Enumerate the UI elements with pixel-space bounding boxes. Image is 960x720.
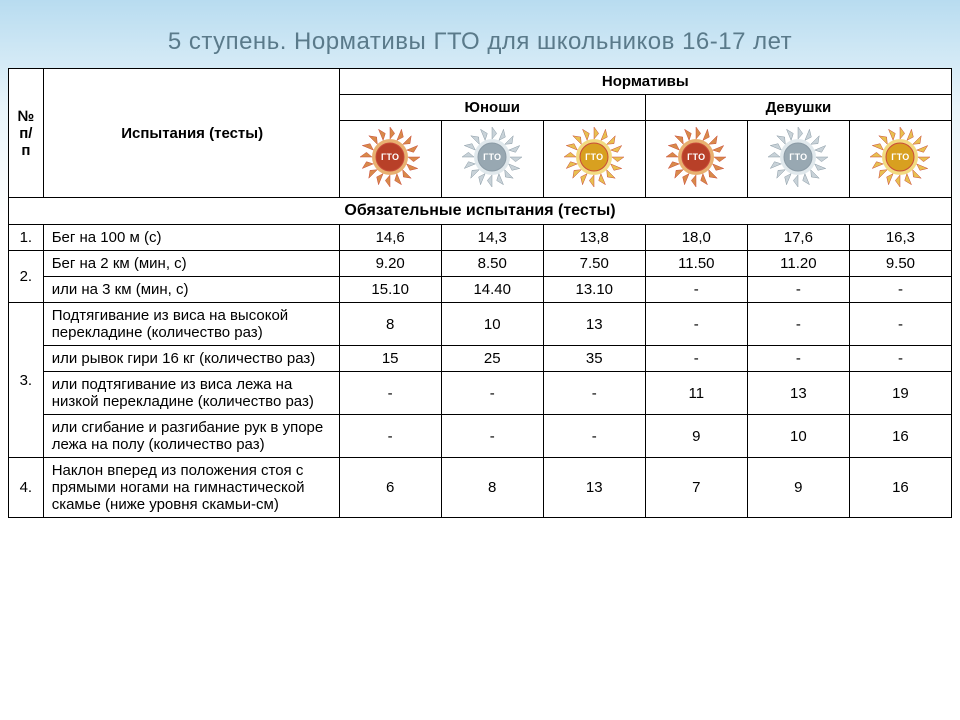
- row-test: Бег на 2 км (мин, с): [43, 251, 339, 277]
- row-test: или сгибание и разгибание рук в упоре ле…: [43, 415, 339, 458]
- val-boys-gold: 13: [543, 303, 645, 346]
- standards-table: № п/п Испытания (тесты) Нормативы Юноши …: [8, 68, 952, 518]
- row-test: или рывок гири 16 кг (количество раз): [43, 346, 339, 372]
- badge-label: ГТО: [687, 152, 705, 162]
- val-boys-silver: 10: [441, 303, 543, 346]
- val-boys-gold: -: [543, 372, 645, 415]
- header-num: № п/п: [9, 69, 44, 198]
- val-girls-silver: -: [747, 277, 849, 303]
- val-girls-gold: 16,3: [849, 225, 951, 251]
- val-boys-gold: 13.10: [543, 277, 645, 303]
- val-girls-silver: 10: [747, 415, 849, 458]
- val-girls-bronze: 11: [645, 372, 747, 415]
- val-girls-gold: -: [849, 303, 951, 346]
- header-norms: Нормативы: [339, 69, 951, 95]
- val-boys-silver: 8.50: [441, 251, 543, 277]
- row-num: 2.: [9, 251, 44, 303]
- table-row: 3.Подтягивание из виса на высокой перекл…: [9, 303, 952, 346]
- badge-girls-bronze: ГТО: [645, 121, 747, 198]
- header-girls: Девушки: [645, 95, 951, 121]
- table-row: или подтягивание из виса лежа на низкой …: [9, 372, 952, 415]
- val-girls-bronze: -: [645, 277, 747, 303]
- header-tests: Испытания (тесты): [43, 69, 339, 198]
- val-girls-bronze: 11.50: [645, 251, 747, 277]
- val-girls-gold: -: [849, 346, 951, 372]
- table-row: или на 3 км (мин, с)15.1014.4013.10---: [9, 277, 952, 303]
- val-boys-silver: 8: [441, 458, 543, 518]
- val-girls-silver: 11.20: [747, 251, 849, 277]
- section-header-row: Обязательные испытания (тесты): [9, 198, 952, 225]
- val-boys-bronze: 6: [339, 458, 441, 518]
- val-girls-bronze: -: [645, 346, 747, 372]
- badge-label: ГТО: [381, 152, 399, 162]
- row-num: 1.: [9, 225, 44, 251]
- badge-girls-gold: ГТО: [849, 121, 951, 198]
- table-row: 4.Наклон вперед из положения стоя с прям…: [9, 458, 952, 518]
- val-boys-gold: 35: [543, 346, 645, 372]
- row-test: Бег на 100 м (с): [43, 225, 339, 251]
- val-girls-gold: 16: [849, 415, 951, 458]
- badge-girls-silver: ГТО: [747, 121, 849, 198]
- val-boys-bronze: 15.10: [339, 277, 441, 303]
- val-boys-bronze: 15: [339, 346, 441, 372]
- val-boys-bronze: -: [339, 372, 441, 415]
- val-girls-gold: 9.50: [849, 251, 951, 277]
- val-girls-silver: 13: [747, 372, 849, 415]
- badge-label: ГТО: [483, 152, 501, 162]
- table-container: № п/п Испытания (тесты) Нормативы Юноши …: [0, 68, 960, 518]
- row-test: Подтягивание из виса на высокой переклад…: [43, 303, 339, 346]
- val-boys-silver: 14,3: [441, 225, 543, 251]
- val-boys-silver: 14.40: [441, 277, 543, 303]
- val-girls-gold: 19: [849, 372, 951, 415]
- val-boys-gold: -: [543, 415, 645, 458]
- val-boys-gold: 13,8: [543, 225, 645, 251]
- badge-boys-gold: ГТО: [543, 121, 645, 198]
- badge-label: ГТО: [585, 152, 603, 162]
- table-row: или сгибание и разгибание рук в упоре ле…: [9, 415, 952, 458]
- val-boys-gold: 7.50: [543, 251, 645, 277]
- row-test: или подтягивание из виса лежа на низкой …: [43, 372, 339, 415]
- val-girls-bronze: 9: [645, 415, 747, 458]
- val-boys-gold: 13: [543, 458, 645, 518]
- val-girls-bronze: -: [645, 303, 747, 346]
- section-header: Обязательные испытания (тесты): [9, 198, 952, 225]
- val-girls-silver: 17,6: [747, 225, 849, 251]
- val-girls-bronze: 7: [645, 458, 747, 518]
- row-num: 3.: [9, 303, 44, 458]
- val-girls-gold: -: [849, 277, 951, 303]
- table-row: или рывок гири 16 кг (количество раз)152…: [9, 346, 952, 372]
- val-girls-silver: -: [747, 303, 849, 346]
- badge-label: ГТО: [789, 152, 807, 162]
- badge-boys-bronze: ГТО: [339, 121, 441, 198]
- table-row: 2.Бег на 2 км (мин, с)9.208.507.5011.501…: [9, 251, 952, 277]
- val-boys-bronze: -: [339, 415, 441, 458]
- header-row-1: № п/п Испытания (тесты) Нормативы: [9, 69, 952, 95]
- val-girls-gold: 16: [849, 458, 951, 518]
- row-test: Наклон вперед из положения стоя с прямым…: [43, 458, 339, 518]
- val-boys-silver: 25: [441, 346, 543, 372]
- table-row: 1.Бег на 100 м (с)14,614,313,818,017,616…: [9, 225, 952, 251]
- header-boys: Юноши: [339, 95, 645, 121]
- val-boys-bronze: 8: [339, 303, 441, 346]
- badge-boys-silver: ГТО: [441, 121, 543, 198]
- val-boys-silver: -: [441, 415, 543, 458]
- val-girls-silver: -: [747, 346, 849, 372]
- val-girls-silver: 9: [747, 458, 849, 518]
- val-boys-silver: -: [441, 372, 543, 415]
- val-boys-bronze: 9.20: [339, 251, 441, 277]
- row-num: 4.: [9, 458, 44, 518]
- val-girls-bronze: 18,0: [645, 225, 747, 251]
- row-test: или на 3 км (мин, с): [43, 277, 339, 303]
- val-boys-bronze: 14,6: [339, 225, 441, 251]
- page-title: 5 ступень. Нормативы ГТО для школьников …: [0, 0, 960, 68]
- badge-label: ГТО: [891, 152, 909, 162]
